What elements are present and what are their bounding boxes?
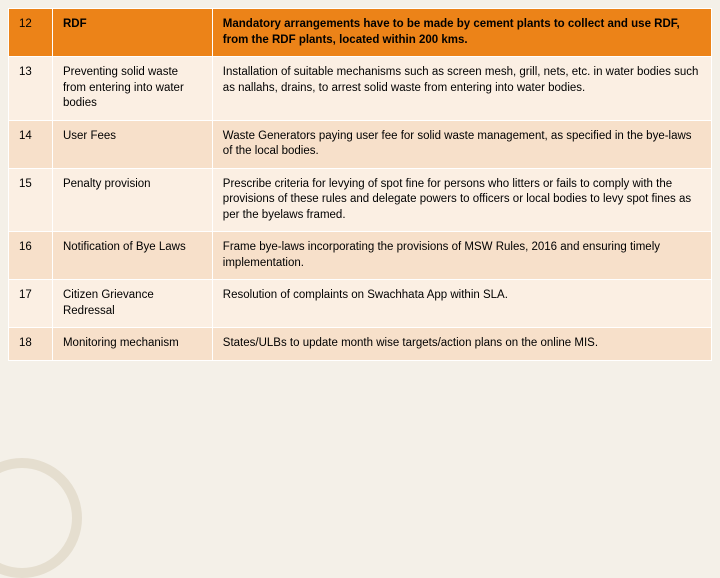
row-title: Penalty provision <box>52 168 212 232</box>
table-row: 17 Citizen Grievance Redressal Resolutio… <box>9 280 712 328</box>
row-number: 18 <box>9 328 53 361</box>
row-number: 14 <box>9 120 53 168</box>
row-description: Mandatory arrangements have to be made b… <box>212 9 711 57</box>
policy-table-body: 12 RDF Mandatory arrangements have to be… <box>9 9 712 361</box>
row-title: Notification of Bye Laws <box>52 232 212 280</box>
row-number: 16 <box>9 232 53 280</box>
row-number: 13 <box>9 57 53 121</box>
row-number: 12 <box>9 9 53 57</box>
decorative-ring <box>0 458 82 578</box>
row-title: Monitoring mechanism <box>52 328 212 361</box>
row-number: 15 <box>9 168 53 232</box>
table-row: 12 RDF Mandatory arrangements have to be… <box>9 9 712 57</box>
table-row: 18 Monitoring mechanism States/ULBs to u… <box>9 328 712 361</box>
policy-table: 12 RDF Mandatory arrangements have to be… <box>8 8 712 361</box>
table-row: 13 Preventing solid waste from entering … <box>9 57 712 121</box>
table-row: 16 Notification of Bye Laws Frame bye-la… <box>9 232 712 280</box>
row-number: 17 <box>9 280 53 328</box>
row-title: Preventing solid waste from entering int… <box>52 57 212 121</box>
row-title: RDF <box>52 9 212 57</box>
row-title: Citizen Grievance Redressal <box>52 280 212 328</box>
row-description: Installation of suitable mechanisms such… <box>212 57 711 121</box>
row-description: Waste Generators paying user fee for sol… <box>212 120 711 168</box>
row-description: States/ULBs to update month wise targets… <box>212 328 711 361</box>
row-description: Resolution of complaints on Swachhata Ap… <box>212 280 711 328</box>
row-title: User Fees <box>52 120 212 168</box>
table-row: 14 User Fees Waste Generators paying use… <box>9 120 712 168</box>
row-description: Frame bye-laws incorporating the provisi… <box>212 232 711 280</box>
row-description: Prescribe criteria for levying of spot f… <box>212 168 711 232</box>
table-row: 15 Penalty provision Prescribe criteria … <box>9 168 712 232</box>
